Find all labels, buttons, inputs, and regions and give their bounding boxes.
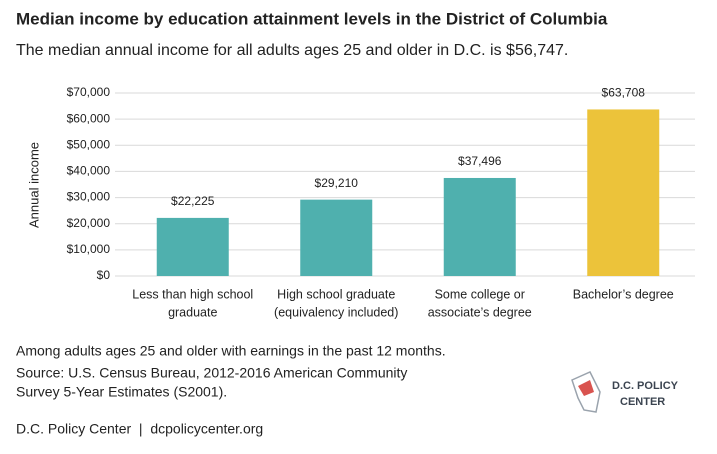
x-tick-label: Bachelor’s degree bbox=[573, 287, 674, 301]
x-tick-label: associate’s degree bbox=[428, 305, 532, 319]
value-label: $37,496 bbox=[458, 154, 502, 168]
logo-icon bbox=[578, 380, 594, 396]
logo-icon bbox=[571, 371, 601, 413]
logo-text: D.C. POLICY bbox=[612, 380, 679, 392]
y-tick-label: $20,000 bbox=[67, 216, 111, 230]
bar bbox=[443, 177, 516, 276]
y-tick-label: $0 bbox=[97, 268, 111, 282]
note: Among adults ages 25 and older with earn… bbox=[16, 343, 446, 359]
y-tick-label: $30,000 bbox=[67, 190, 111, 204]
x-tick-label: graduate bbox=[168, 305, 217, 319]
bar bbox=[300, 199, 373, 276]
y-tick-label: $50,000 bbox=[67, 137, 111, 151]
y-axis-label: Annual income bbox=[26, 142, 41, 228]
chart-title: Median income by education attainment le… bbox=[16, 9, 608, 28]
bar bbox=[156, 217, 229, 276]
x-tick-label: Less than high school bbox=[132, 287, 253, 301]
y-tick-label: $60,000 bbox=[67, 111, 111, 125]
x-tick-label: High school graduate bbox=[277, 287, 395, 301]
x-tick-label: (equivalency included) bbox=[274, 305, 398, 319]
source: Survey 5-Year Estimates (S2001). bbox=[16, 384, 227, 400]
bar bbox=[587, 109, 660, 276]
logo-text: CENTER bbox=[620, 396, 665, 408]
y-tick-label: $10,000 bbox=[67, 242, 111, 256]
x-tick-label: Some college or bbox=[435, 287, 525, 301]
chart-subtitle: The median annual income for all adults … bbox=[16, 42, 568, 59]
footer: D.C. Policy Center | dcpolicycenter.org bbox=[16, 421, 263, 437]
y-tick-label: $40,000 bbox=[67, 164, 111, 178]
logo: D.C. POLICY CENTER bbox=[571, 371, 679, 413]
value-label: $22,225 bbox=[171, 194, 215, 208]
value-label: $29,210 bbox=[315, 176, 359, 190]
value-label: $63,708 bbox=[602, 86, 646, 100]
y-tick-label: $70,000 bbox=[67, 85, 111, 99]
source: Source: U.S. Census Bureau, 2012-2016 Am… bbox=[16, 365, 407, 381]
